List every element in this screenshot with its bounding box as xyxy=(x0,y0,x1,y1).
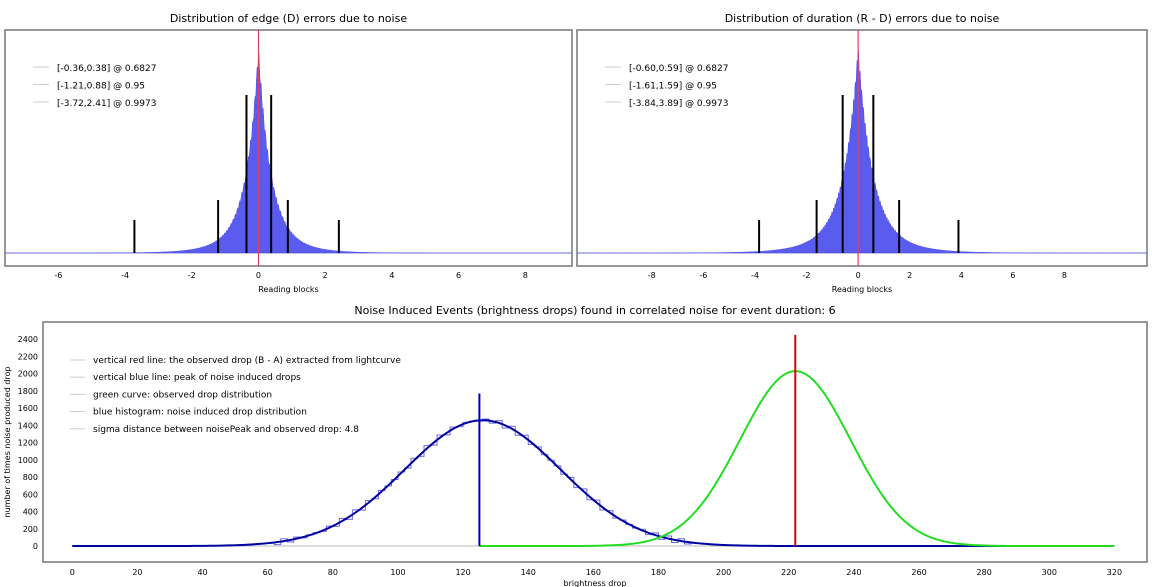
x-tick-label: 280 xyxy=(977,568,992,577)
y-tick-label: 2000 xyxy=(18,370,38,379)
x-tick-label: 200 xyxy=(716,568,731,577)
y-tick-label: 200 xyxy=(23,525,38,534)
x-tick-label: 300 xyxy=(1042,568,1057,577)
x-tick-label: 4 xyxy=(959,271,964,280)
x-axis-label: brightness drop xyxy=(564,579,627,587)
y-tick-label: 1800 xyxy=(18,387,38,396)
legend-entry: [-1.21,0.88] @ 0.95 xyxy=(57,82,145,92)
y-axis-label: number of times noise produced drop xyxy=(3,367,12,518)
x-tick-label: -8 xyxy=(648,271,656,280)
x-tick-label: -4 xyxy=(121,271,129,280)
x-tick-label: 240 xyxy=(846,568,861,577)
legend-entry: [-1.61,1.59] @ 0.95 xyxy=(629,82,717,92)
legend-entry: vertical red line: the observed drop (B … xyxy=(93,356,401,366)
x-tick-label: -2 xyxy=(803,271,811,280)
y-tick-label: 2200 xyxy=(18,352,38,361)
x-tick-label: 8 xyxy=(523,271,528,280)
legend-entry: sigma distance between noisePeak and obs… xyxy=(93,425,359,435)
x-tick-label: 6 xyxy=(1010,271,1015,280)
x-tick-label: -6 xyxy=(699,271,707,280)
noise-histogram xyxy=(5,51,572,254)
x-tick-label: -6 xyxy=(54,271,62,280)
legend-entry: green curve: observed drop distribution xyxy=(93,390,272,400)
x-tick-label: 100 xyxy=(390,568,405,577)
x-tick-label: 60 xyxy=(263,568,273,577)
chart-title: Distribution of duration (R - D) errors … xyxy=(725,12,1000,25)
x-tick-label: 0 xyxy=(856,271,861,280)
chart-title: Distribution of edge (D) errors due to n… xyxy=(170,12,407,25)
x-tick-label: 180 xyxy=(651,568,666,577)
legend-entry: vertical blue line: peak of noise induce… xyxy=(93,373,301,383)
y-tick-label: 2400 xyxy=(18,335,38,344)
y-tick-label: 400 xyxy=(23,508,38,517)
x-tick-label: 260 xyxy=(911,568,926,577)
x-tick-label: 80 xyxy=(328,568,338,577)
y-tick-label: 600 xyxy=(23,490,38,499)
y-tick-label: 0 xyxy=(33,542,38,551)
x-tick-label: 140 xyxy=(521,568,536,577)
y-tick-label: 1600 xyxy=(18,404,38,413)
legend-entry: [-0.60,0.59] @ 0.6827 xyxy=(629,64,728,74)
x-tick-label: -2 xyxy=(188,271,196,280)
y-tick-label: 1400 xyxy=(18,421,38,430)
x-axis-label: Reading blocks xyxy=(258,285,318,294)
noise-histogram xyxy=(577,51,1147,254)
x-tick-label: 120 xyxy=(455,568,470,577)
plot-area xyxy=(42,321,1148,563)
x-tick-label: 0 xyxy=(70,568,75,577)
x-tick-label: 8 xyxy=(1062,271,1067,280)
legend-entry: blue histogram: noise induced drop distr… xyxy=(93,408,307,418)
x-axis-label: Reading blocks xyxy=(832,285,892,294)
chart-title: Noise Induced Events (brightness drops) … xyxy=(354,304,835,317)
x-tick-label: 40 xyxy=(197,568,207,577)
y-tick-label: 1200 xyxy=(18,439,38,448)
legend-entry: [-0.36,0.38] @ 0.6827 xyxy=(57,64,156,74)
y-tick-label: 1000 xyxy=(18,456,38,465)
legend-entry: [-3.72,2.41] @ 0.9973 xyxy=(57,99,156,109)
x-tick-label: 160 xyxy=(586,568,601,577)
x-tick-label: 20 xyxy=(132,568,142,577)
x-tick-label: -4 xyxy=(751,271,759,280)
x-tick-label: 0 xyxy=(256,271,261,280)
legend-entry: [-3.84,3.89] @ 0.9973 xyxy=(629,99,728,109)
x-tick-label: 220 xyxy=(781,568,796,577)
x-tick-label: 4 xyxy=(389,271,394,280)
x-tick-label: 6 xyxy=(456,271,461,280)
x-tick-label: 2 xyxy=(907,271,912,280)
x-tick-label: 2 xyxy=(323,271,328,280)
x-tick-label: 320 xyxy=(1107,568,1122,577)
y-tick-label: 800 xyxy=(23,473,38,482)
noise-fit-curve xyxy=(72,419,1115,548)
observed-drop-curve xyxy=(479,370,1115,548)
